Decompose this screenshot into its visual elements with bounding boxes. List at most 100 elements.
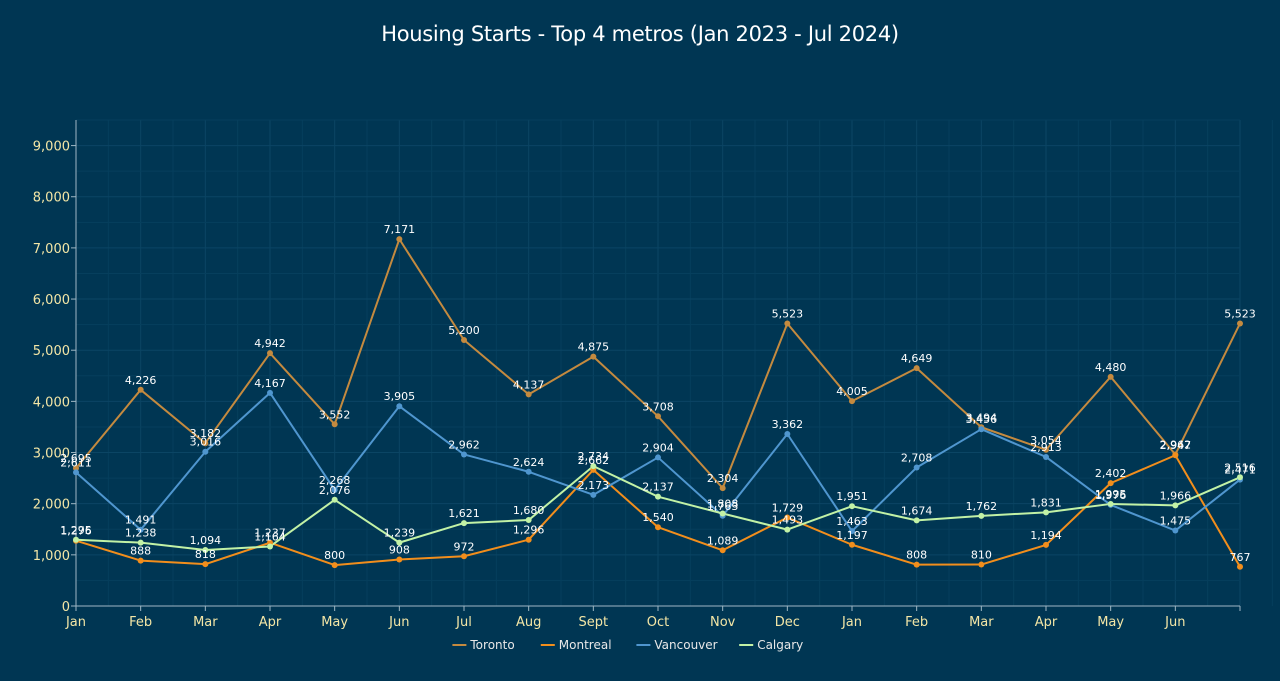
data-point-toronto (461, 336, 467, 343)
x-tick-label: Apr (259, 615, 282, 630)
data-point-calgary (331, 496, 338, 503)
data-label-toronto: 7,171 (384, 223, 416, 236)
y-tick-label: 4,000 (33, 395, 70, 410)
data-point-vancouver (525, 468, 532, 475)
data-label-montreal: 1,729 (772, 502, 804, 515)
data-point-vancouver (1043, 453, 1049, 460)
data-point-vancouver (913, 464, 920, 471)
data-label-montreal: 2,662 (578, 454, 610, 467)
data-point-toronto (1237, 320, 1243, 327)
data-label-calgary: 1,295 (60, 524, 92, 537)
data-point-toronto (267, 350, 273, 357)
data-label-montreal: 2,947 (1160, 439, 1192, 452)
x-tick-label: Jan (841, 615, 862, 630)
data-point-calgary (1172, 502, 1179, 509)
data-label-vancouver: 4,167 (254, 377, 286, 390)
data-label-vancouver: 2,708 (901, 451, 933, 464)
data-point-calgary (1107, 500, 1114, 507)
data-point-montreal (1107, 480, 1114, 487)
data-label-toronto: 2,695 (60, 452, 92, 465)
data-label-montreal: 1,237 (254, 527, 286, 540)
data-point-calgary (1043, 509, 1049, 516)
y-tick-label: 7,000 (33, 242, 70, 257)
data-label-montreal: 972 (454, 540, 475, 553)
data-label-vancouver: 3,362 (772, 418, 804, 431)
data-point-toronto (202, 440, 209, 447)
data-label-montreal: 1,089 (707, 534, 739, 547)
data-point-calgary (655, 493, 661, 500)
data-point-calgary (461, 520, 467, 527)
x-tick-label: Aug (516, 615, 541, 630)
legend-label-vancouver: Vancouver (654, 638, 717, 652)
data-point-vancouver (331, 486, 338, 493)
data-point-toronto (396, 236, 403, 243)
data-point-montreal (137, 557, 144, 564)
data-point-toronto (784, 320, 791, 327)
x-tick-label: Jun (388, 615, 409, 630)
data-label-vancouver: 3,456 (966, 413, 998, 426)
y-tick-label: 5,000 (33, 344, 70, 359)
y-tick-label: 3,000 (33, 447, 70, 462)
legend-label-toronto: Toronto (469, 638, 514, 652)
data-label-vancouver: 1,763 (707, 500, 739, 513)
data-point-vancouver (267, 389, 273, 396)
data-point-vancouver (396, 403, 403, 410)
x-tick-label: Feb (129, 615, 152, 630)
data-point-toronto (913, 365, 920, 372)
data-label-toronto: 4,137 (513, 378, 545, 391)
data-label-toronto: 5,200 (448, 324, 480, 337)
data-point-montreal (1237, 563, 1243, 570)
data-label-toronto: 5,523 (772, 307, 804, 320)
data-point-montreal (525, 536, 532, 543)
data-point-vancouver (655, 454, 661, 461)
data-point-vancouver (1172, 527, 1179, 534)
data-point-vancouver (137, 526, 144, 533)
data-label-toronto: 3,182 (190, 427, 222, 440)
data-point-toronto (849, 398, 855, 405)
data-label-montreal: 1,296 (513, 524, 545, 537)
data-point-calgary (396, 539, 403, 546)
data-label-calgary: 1,493 (772, 514, 804, 527)
data-label-vancouver: 1,491 (125, 514, 157, 527)
x-tick-label: Dec (775, 615, 800, 630)
data-label-toronto: 2,304 (707, 472, 739, 485)
data-point-montreal (202, 561, 209, 568)
x-tick-label: Apr (1035, 615, 1058, 630)
x-tick-label: Jun (1164, 615, 1185, 630)
data-point-toronto (590, 353, 597, 360)
data-label-vancouver: 1,463 (836, 515, 868, 528)
data-point-vancouver (784, 431, 791, 438)
data-point-calgary (137, 539, 144, 546)
data-label-calgary: 2,076 (319, 484, 351, 497)
data-label-toronto: 3,054 (1030, 434, 1062, 447)
data-label-montreal: 810 (971, 549, 992, 562)
chart-title: Housing Starts - Top 4 metros (Jan 2023 … (381, 22, 899, 46)
x-tick-label: Nov (710, 615, 736, 630)
data-point-toronto (331, 421, 338, 428)
data-point-montreal (1172, 452, 1179, 459)
data-label-montreal: 818 (195, 548, 216, 561)
data-point-toronto (655, 413, 661, 420)
data-point-montreal (1043, 541, 1049, 548)
data-point-calgary (267, 543, 273, 550)
data-label-vancouver: 2,611 (60, 456, 92, 469)
data-point-calgary (525, 517, 532, 524)
data-label-vancouver: 2,268 (319, 474, 351, 487)
x-tick-label: Mar (193, 615, 218, 630)
data-point-calgary (202, 547, 209, 554)
data-label-toronto: 3,552 (319, 408, 351, 421)
y-tick-label: 2,000 (33, 498, 70, 513)
data-point-montreal (719, 547, 726, 554)
data-point-vancouver (461, 451, 467, 458)
data-point-vancouver (202, 448, 209, 455)
data-label-calgary: 1,808 (707, 498, 739, 511)
x-tick-label: May (1097, 615, 1124, 630)
data-label-calgary: 2,516 (1224, 461, 1256, 474)
data-point-montreal (331, 562, 338, 569)
data-point-vancouver (978, 426, 985, 433)
data-label-vancouver: 2,904 (642, 441, 674, 454)
data-point-montreal (849, 541, 855, 548)
data-label-montreal: 1,276 (60, 525, 92, 538)
